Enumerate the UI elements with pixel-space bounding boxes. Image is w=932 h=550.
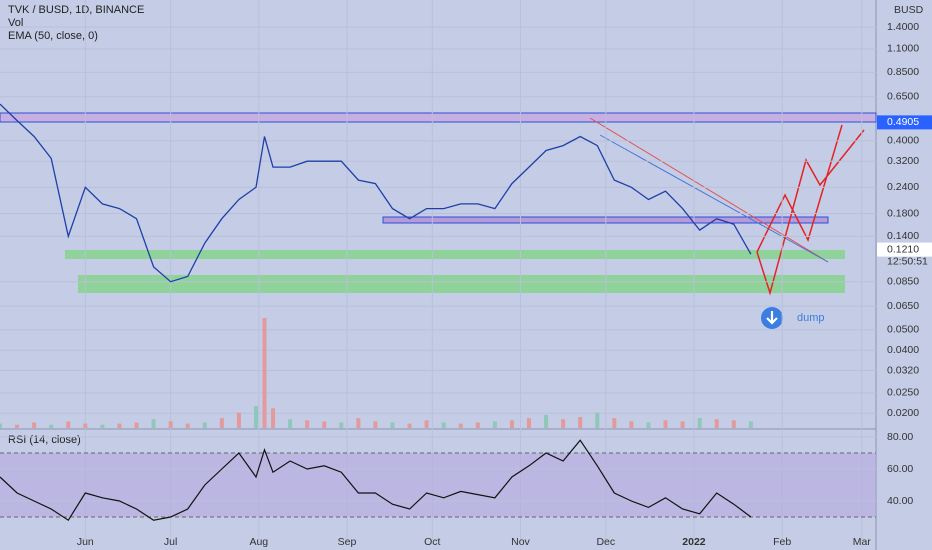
volume-bar <box>731 420 736 428</box>
volume-bar <box>424 420 429 428</box>
y-tick-label: 0.0320 <box>887 364 919 376</box>
series-line <box>0 439 752 522</box>
x-tick-label: Feb <box>773 536 791 548</box>
volume-bar <box>202 422 207 428</box>
y-tick-label: 1.4000 <box>887 21 919 33</box>
x-tick-label: Sep <box>338 536 357 548</box>
volume-bar <box>697 418 702 428</box>
y-tick-label: 0.0500 <box>887 324 919 336</box>
x-tick-label: Jun <box>77 536 94 548</box>
volume-bar <box>134 422 139 428</box>
volume-bar <box>66 421 71 428</box>
volume-bar <box>83 423 88 428</box>
volume-bar <box>714 419 719 428</box>
volume-bar <box>322 421 327 428</box>
x-tick-label: Mar <box>853 536 872 548</box>
y-tick-label: 0.0250 <box>887 387 919 399</box>
y-tick-label: 0.0850 <box>887 275 919 287</box>
volume-bar <box>458 423 463 428</box>
volume-bar <box>262 318 267 428</box>
volume-bar <box>288 419 293 428</box>
volume-bar <box>748 421 753 428</box>
volume-bar <box>117 423 122 428</box>
support-zone-2 <box>78 275 845 293</box>
resistance-zone <box>0 112 877 123</box>
volume-bar <box>578 417 583 428</box>
y-tick-label: 0.0200 <box>887 407 919 419</box>
projection <box>756 124 843 253</box>
price-marker <box>877 242 932 257</box>
x-tick-label: Jul <box>164 536 177 548</box>
support-zone <box>65 250 845 259</box>
volume-bar <box>236 412 241 428</box>
volume-bar <box>49 424 54 428</box>
volume-bar <box>100 424 105 428</box>
x-tick-label: Nov <box>511 536 530 548</box>
x-tick-label: 2022 <box>682 536 706 548</box>
volume-bar <box>151 419 156 428</box>
volume-bar <box>475 422 480 428</box>
y-tick-label: 0.3200 <box>887 155 919 167</box>
volume-bar <box>185 423 190 428</box>
volume-bar <box>663 420 668 428</box>
y-tick-label: 40.00 <box>887 495 913 507</box>
x-tick-label: Oct <box>424 536 440 548</box>
price-marker-label: 0.4905 <box>887 116 919 128</box>
dump-note: dump <box>797 312 825 324</box>
volume-bar <box>373 421 378 428</box>
volume-bar <box>595 412 600 428</box>
x-tick-label: Dec <box>596 536 615 548</box>
price-marker-label: 0.1210 <box>887 243 919 255</box>
volume-bar <box>305 420 310 428</box>
volume-bar <box>390 422 395 428</box>
y-tick-label: 60.00 <box>887 463 913 475</box>
y-tick-label: 0.8500 <box>887 66 919 78</box>
volume-bar <box>527 418 532 428</box>
y-tick-label: 1.1000 <box>887 43 919 55</box>
volume-bar <box>168 421 173 428</box>
symbol-title: TVK / BUSD, 1D, BINANCE <box>8 4 144 16</box>
dump-arrow <box>766 311 778 325</box>
x-tick-label: Aug <box>249 536 268 548</box>
volume-bar <box>646 422 651 428</box>
volume-bar <box>271 408 276 428</box>
volume-bar <box>356 418 361 428</box>
volume-bar <box>339 422 344 428</box>
volume-bar <box>15 424 20 428</box>
rsi-label: RSI (14, close) <box>8 434 81 446</box>
vol-label: Vol <box>8 17 23 29</box>
ema-label: EMA (50, close, 0) <box>8 30 98 42</box>
volume-bar <box>561 419 566 428</box>
volume-bar <box>441 422 446 428</box>
countdown: 12:50:51 <box>887 255 928 267</box>
price-marker <box>877 115 932 130</box>
volume-bar <box>219 418 224 428</box>
rsi-band <box>0 453 876 517</box>
volume-bar <box>253 406 258 428</box>
y-tick-label: 80.00 <box>887 431 913 443</box>
volume-bar <box>612 418 617 428</box>
trend-line <box>589 117 829 263</box>
volume-bar <box>32 422 37 428</box>
series-line <box>0 103 752 283</box>
y-tick-label: 0.2400 <box>887 181 919 193</box>
y-tick-label: 0.6500 <box>887 91 919 103</box>
y-tick-label: 0.1400 <box>887 230 919 242</box>
projection-2 <box>756 129 865 296</box>
volume-bar <box>544 414 549 428</box>
volume-bar <box>680 421 685 428</box>
y-tick-label: 0.4000 <box>887 135 919 147</box>
volume-bar <box>509 420 514 428</box>
y-tick-label: 0.0400 <box>887 344 919 356</box>
currency: BUSD <box>894 4 924 16</box>
y-tick-label: 0.0650 <box>887 300 919 312</box>
trend-line-2 <box>599 134 829 263</box>
volume-bar <box>492 421 497 428</box>
volume-bar <box>629 421 634 428</box>
y-tick-label: 0.1800 <box>887 207 919 219</box>
price-pane <box>0 0 876 428</box>
volume-bar <box>407 423 412 428</box>
volume-bar <box>0 423 2 428</box>
